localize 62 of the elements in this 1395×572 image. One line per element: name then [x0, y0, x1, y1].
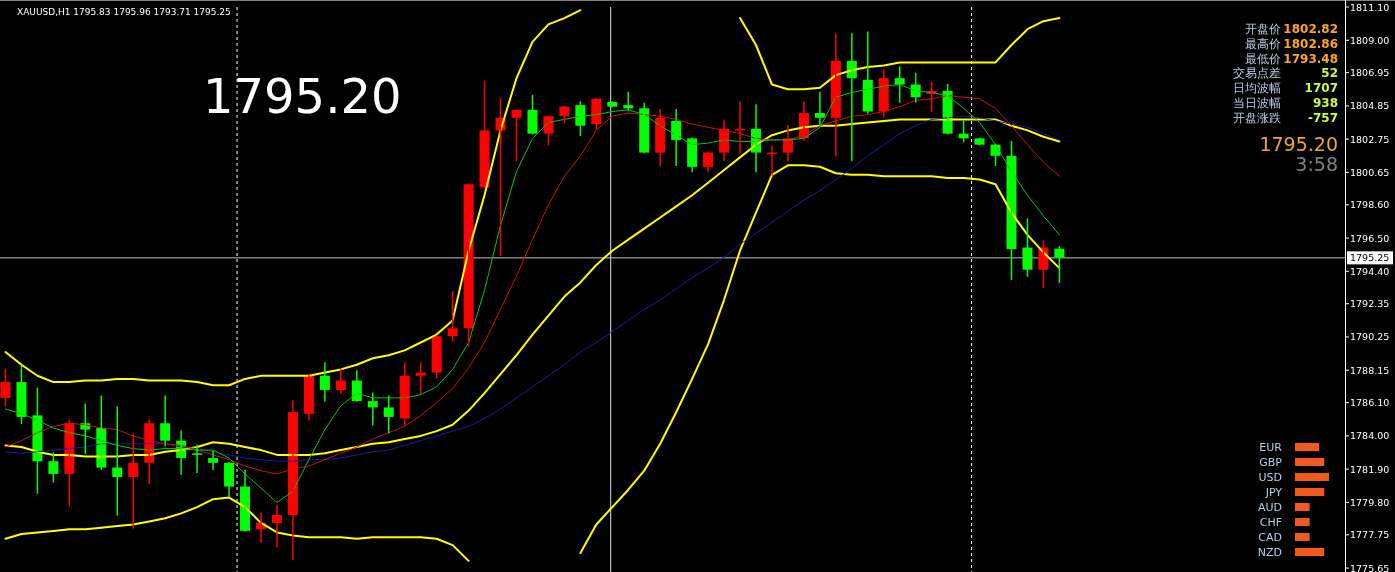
bar — [1295, 473, 1329, 481]
y-tick-label: 1792.35 — [1350, 298, 1390, 310]
annotation: 1795.20 — [203, 68, 402, 124]
text: 交易点差 — [1233, 66, 1281, 81]
y-tick-label: 1784.00 — [1350, 430, 1390, 442]
y-tick-label: 1800.65 — [1350, 166, 1390, 178]
text: 3:58 — [1295, 153, 1338, 175]
y-tick-label: 1777.75 — [1350, 529, 1390, 541]
y-tick-label: 1779.80 — [1350, 496, 1390, 508]
bar — [1295, 488, 1325, 496]
y-tick-label: CAD — [1258, 531, 1282, 544]
y-tick-label: AUD — [1257, 501, 1282, 514]
text: 日均波幅 — [1233, 81, 1281, 96]
y-tick-label: 1786.10 — [1350, 397, 1390, 409]
bar — [1295, 533, 1310, 541]
bar — [1295, 503, 1310, 511]
candlestick — [527, 94, 538, 135]
y-tick-label: 1781.90 — [1350, 463, 1390, 475]
y-tick-label: 1811.10 — [1350, 1, 1390, 13]
y-tick-label: 1809.00 — [1350, 34, 1390, 46]
bar — [1295, 458, 1325, 466]
y-tick-label: 1806.95 — [1350, 67, 1390, 79]
candlestick — [192, 444, 203, 474]
text: 最低价 — [1245, 51, 1281, 66]
y-tick-label: 1794.40 — [1350, 265, 1390, 277]
y-tick-label: CHF — [1259, 516, 1282, 529]
y-tick-label: 1790.25 — [1350, 331, 1390, 343]
y-tick-label: 1796.50 — [1350, 232, 1390, 244]
candlestick — [447, 291, 458, 342]
text: 1793.48 — [1283, 51, 1338, 66]
text: 1802.86 — [1283, 36, 1338, 51]
bar — [1295, 443, 1320, 451]
text: 最高价 — [1245, 36, 1281, 51]
y-tick-label: 1804.85 — [1350, 100, 1390, 112]
y-tick-label: 1788.15 — [1350, 364, 1390, 376]
text: -757 — [1307, 110, 1338, 125]
candlestick — [0, 368, 11, 407]
y-tick-label: USD — [1258, 471, 1282, 484]
candlestick — [431, 335, 442, 379]
chart-title: XAUUSD,H1 1795.83 1795.96 1793.71 1795.25 — [17, 7, 231, 17]
text: 当日波幅 — [1233, 96, 1281, 110]
text: 1795.20 — [1259, 133, 1338, 155]
candlestick — [383, 395, 394, 434]
y-tick-label: 1798.60 — [1350, 199, 1390, 211]
ref-line-label: 1795.25 — [1350, 252, 1390, 264]
y-tick-label: EUR — [1259, 441, 1283, 454]
text: 开盘价 — [1245, 22, 1281, 36]
text: 开盘涨跌 — [1233, 110, 1281, 125]
candlestick — [511, 109, 522, 162]
y-tick-label: 1775.65 — [1350, 562, 1390, 572]
bar — [1295, 548, 1325, 556]
y-tick-label: NZD — [1257, 546, 1282, 559]
y-tick-label: JPY — [1264, 486, 1283, 499]
y-tick-label: 1802.75 — [1350, 133, 1390, 145]
text: 52 — [1321, 66, 1338, 81]
candlestick — [48, 452, 59, 483]
text: 1707 — [1304, 81, 1338, 96]
text: 1802.82 — [1283, 22, 1338, 36]
y-tick-label: GBP — [1259, 456, 1283, 469]
bar — [1295, 518, 1310, 526]
candlestick — [894, 66, 905, 103]
text: 938 — [1312, 96, 1338, 110]
